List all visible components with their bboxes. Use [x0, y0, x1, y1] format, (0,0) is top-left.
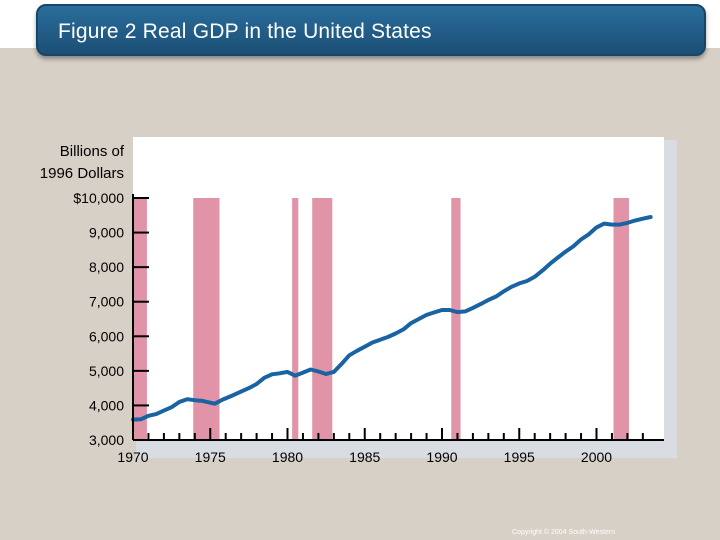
x-tick-label: 1985 [349, 449, 380, 465]
plot-area [133, 137, 664, 440]
recession-band [292, 198, 299, 440]
y-tick-label: 4,000 [89, 397, 124, 413]
y-tick-label: 5,000 [89, 363, 124, 379]
gdp-series-line [131, 215, 653, 422]
recession-band [613, 198, 629, 440]
recession-band [312, 198, 333, 440]
x-tick-label: 1970 [117, 449, 148, 465]
x-tick-label: 2000 [581, 449, 612, 465]
copyright-text: Copyright © 2004 South-Western [512, 529, 616, 536]
y-tick-label: 7,000 [89, 294, 124, 310]
y-tick-label: $10,000 [73, 190, 124, 206]
x-tick-label: 1995 [504, 449, 535, 465]
x-tick-label: 1990 [426, 449, 457, 465]
series-layer [131, 215, 653, 422]
x-tick-label: 1975 [195, 449, 226, 465]
page-title: Figure 2 Real GDP in the United States [58, 20, 432, 43]
axis-labels: Billions of 1996 Dollars [40, 143, 125, 182]
axes: 3,000 4,000 5,000 6,000 7,000 8,000 9,000 $10,0… [73, 190, 664, 465]
y-tick-label: 8,000 [89, 259, 124, 275]
y-axis-label-line-2: 1996 Dollars [40, 165, 124, 182]
y-axis-label-line-1: Billions of [60, 143, 125, 160]
title-bar: Figure 2 Real GDP in the United States [36, 4, 706, 56]
y-tick-label: 6,000 [89, 328, 124, 344]
y-tick-label: 3,000 [89, 432, 124, 448]
x-tick-label: 1980 [272, 449, 303, 465]
y-tick-label: 9,000 [89, 225, 124, 241]
recession-band [451, 198, 461, 440]
recession-band [133, 198, 147, 440]
